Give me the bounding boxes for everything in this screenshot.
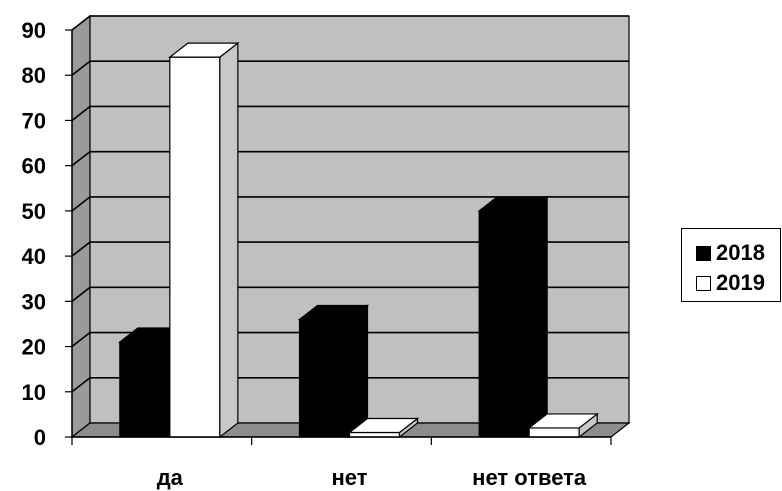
bar-2018-1 xyxy=(297,304,370,439)
x-axis: да нет нет ответа xyxy=(71,30,612,490)
bar-top xyxy=(168,42,240,58)
y-tick-label: 60 xyxy=(22,154,46,179)
bar-front xyxy=(119,341,171,438)
y-tick-label: 30 xyxy=(22,289,46,314)
gridline xyxy=(71,196,629,212)
gridline xyxy=(71,150,629,167)
legend-swatch-2019 xyxy=(696,275,711,291)
legend: 2018 2019 xyxy=(681,228,781,302)
y-tick-label: 80 xyxy=(22,63,46,88)
gridline xyxy=(71,376,629,393)
y-tick-label: 90 xyxy=(22,18,46,43)
bar-side xyxy=(219,41,239,439)
gridline xyxy=(71,15,629,31)
gridline xyxy=(71,105,629,122)
legend-item-2019: 2019 xyxy=(696,271,765,295)
bar-top xyxy=(477,196,549,212)
gridline xyxy=(71,241,629,257)
y-tick-label: 40 xyxy=(22,244,46,269)
x-category-label: да xyxy=(157,465,184,490)
gridline xyxy=(71,331,629,348)
bar-front xyxy=(478,210,530,438)
legend-label-2019: 2019 xyxy=(716,270,765,295)
bar-front xyxy=(169,56,221,438)
bar-top xyxy=(527,413,599,429)
bar-front xyxy=(528,427,580,438)
gridline xyxy=(71,286,629,302)
bar-2019-2 xyxy=(527,412,599,439)
legend-swatch-2018 xyxy=(696,245,711,261)
y-tick-label: 50 xyxy=(22,199,46,224)
x-category-label: нет xyxy=(331,465,367,490)
legend-item-2018: 2018 xyxy=(696,241,765,265)
bars xyxy=(118,41,599,439)
bar-side xyxy=(528,195,548,439)
bar-top xyxy=(297,304,370,321)
y-tick-label: 0 xyxy=(34,425,46,450)
bar-2019-0 xyxy=(168,41,240,439)
y-tick-label: 10 xyxy=(22,380,46,405)
y-axis-ticks: 0 10 20 30 40 50 60 70 80 90 xyxy=(22,18,72,450)
bar-top xyxy=(347,417,420,434)
y-tick-label: 70 xyxy=(22,108,46,133)
bar-2018-2 xyxy=(477,195,549,439)
bar-2019-1 xyxy=(347,417,420,439)
side-wall xyxy=(71,14,91,439)
y-tick-label: 20 xyxy=(22,335,46,360)
gridline xyxy=(71,60,629,76)
bar-side xyxy=(348,304,369,439)
bar-front xyxy=(298,318,351,438)
gridlines xyxy=(71,15,629,393)
legend-label-2018: 2018 xyxy=(716,240,765,265)
x-category-label: нет ответа xyxy=(472,465,587,490)
